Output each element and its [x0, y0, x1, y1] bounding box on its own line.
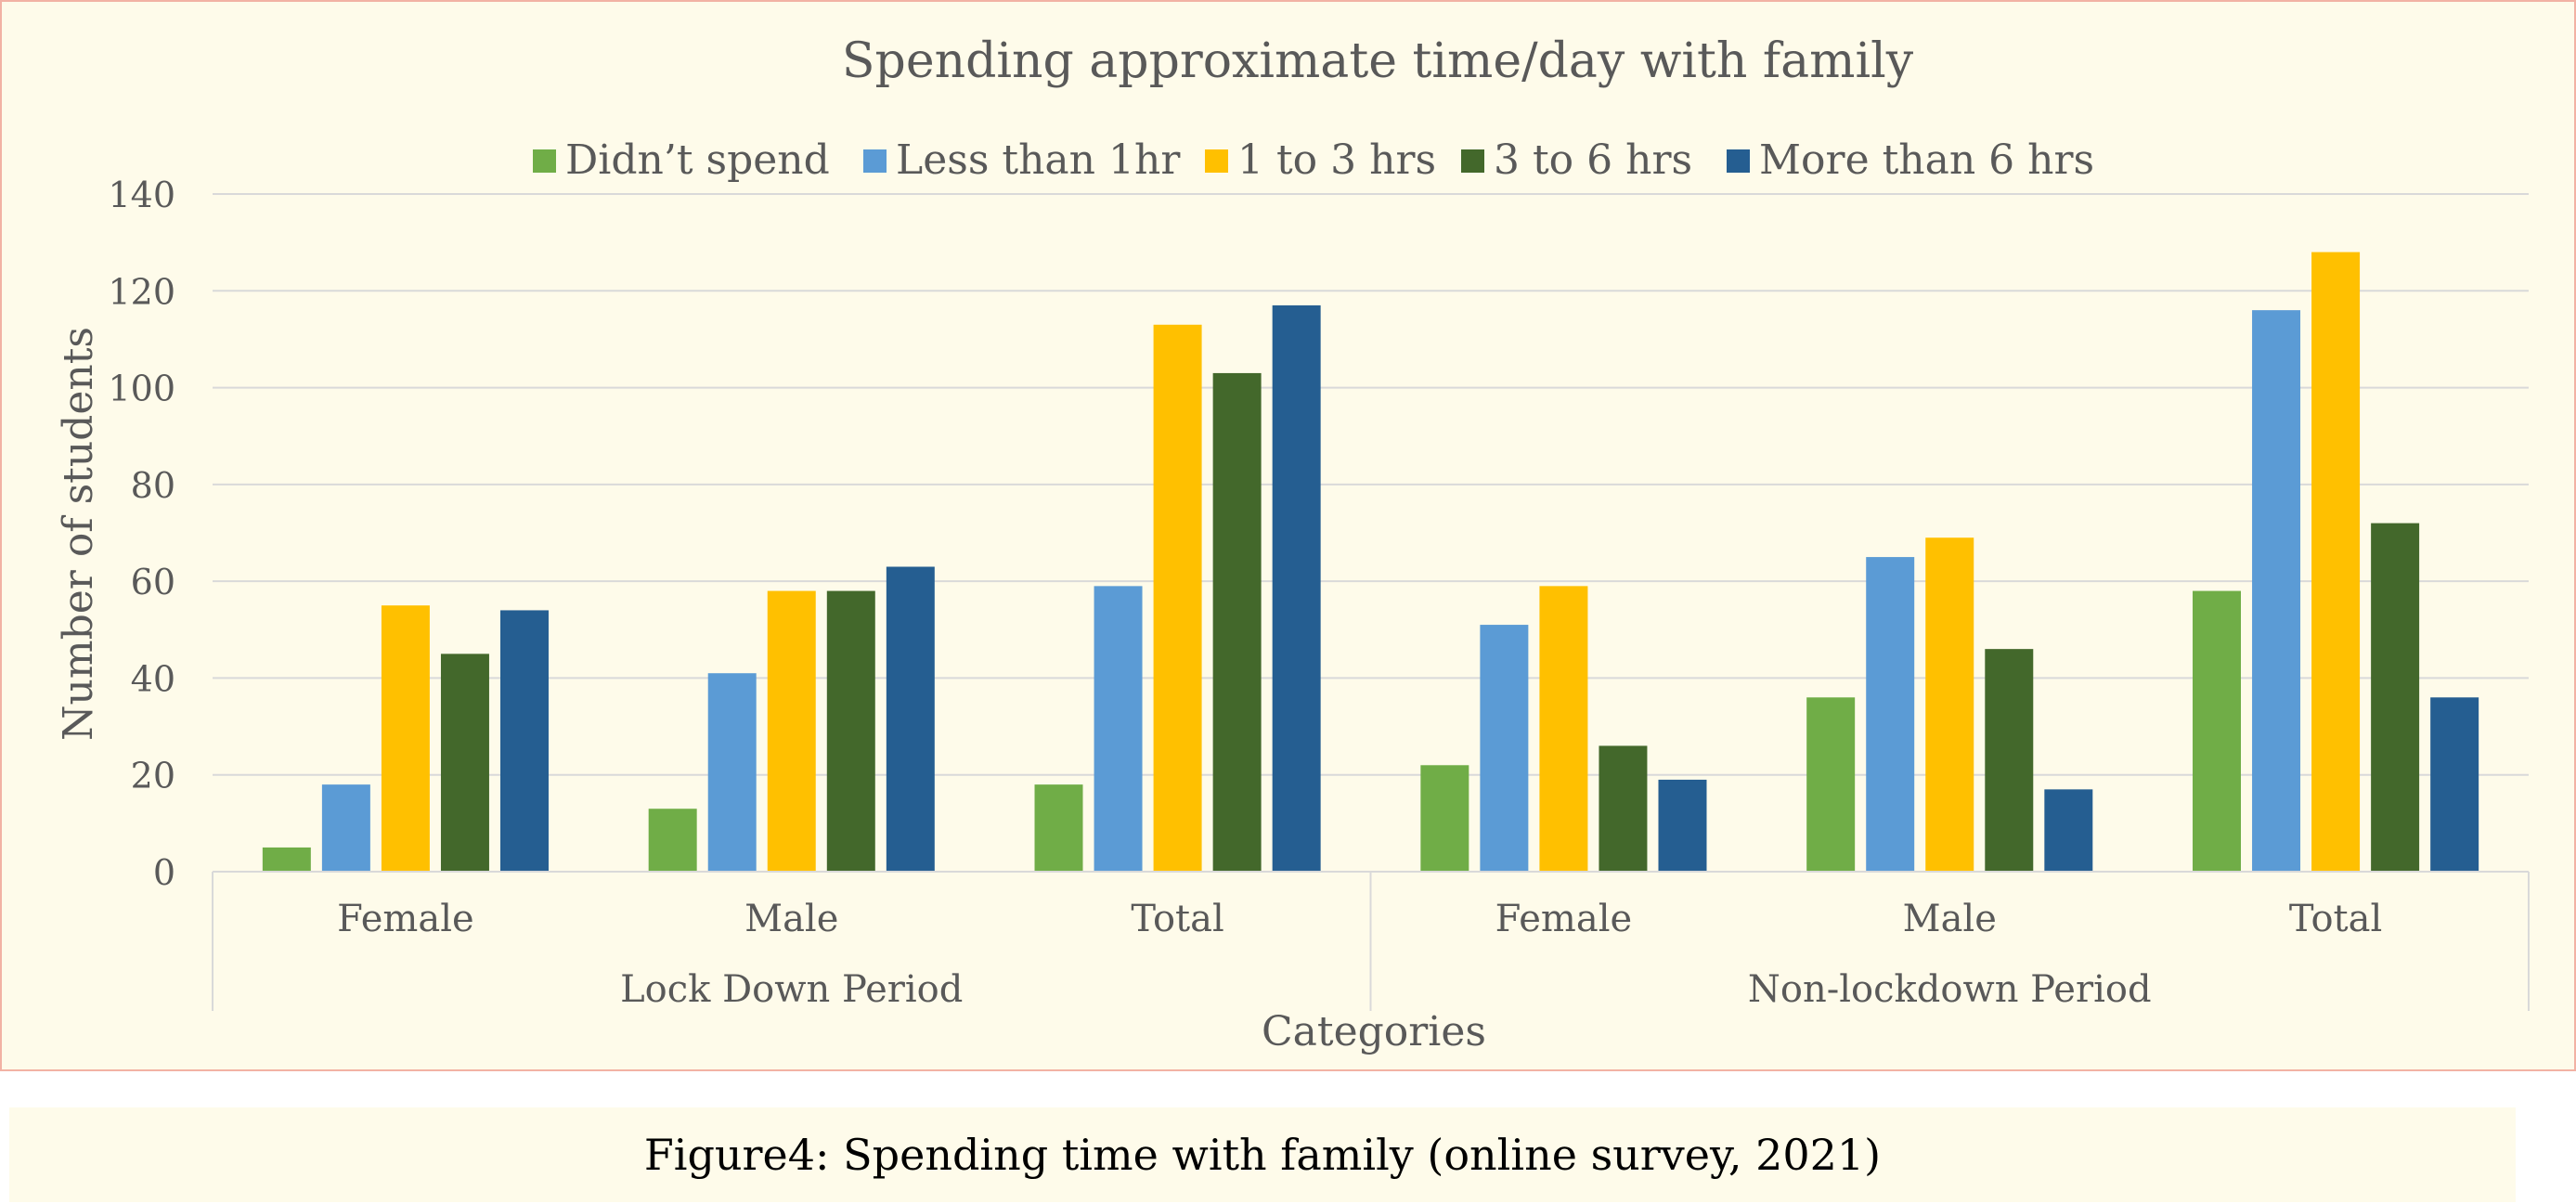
y-tick-label: 80 [131, 465, 175, 506]
bar [2371, 523, 2420, 872]
y-tick-label: 40 [131, 658, 175, 699]
bar [1272, 304, 1321, 872]
legend-item: More than 6 hrs [1727, 136, 2094, 184]
legend-label: 1 to 3 hrs [1237, 136, 1436, 184]
legend-swatch [1727, 149, 1750, 173]
bar [1212, 372, 1262, 872]
bar [1153, 324, 1202, 872]
bar [1480, 625, 1529, 872]
y-tick-label: 120 [108, 271, 175, 312]
bar [500, 610, 549, 872]
y-tick-label: 0 [153, 852, 175, 893]
figure-caption-box: Figure4: Spending time with family (onli… [9, 1107, 2516, 1202]
bar [648, 809, 697, 872]
bar [1866, 557, 1915, 872]
bar [2193, 590, 2241, 872]
legend-swatch [1461, 149, 1484, 173]
y-tick-label: 60 [131, 562, 175, 602]
bar [1925, 537, 1974, 872]
legend-label: More than 6 hrs [1759, 136, 2094, 184]
bar [2311, 252, 2361, 873]
gridlines [213, 193, 2529, 776]
y-axis-label: Number of students [55, 327, 102, 741]
y-tick-label: 100 [108, 369, 175, 409]
legend-swatch [533, 149, 556, 173]
legend-item: 1 to 3 hrs [1205, 136, 1436, 184]
x-axis: Female Male Total Lock Down Period Female Mal… [212, 871, 2530, 1011]
bar [2252, 310, 2301, 873]
bar [1599, 745, 1648, 872]
bar [381, 605, 430, 872]
bar [2430, 697, 2479, 872]
bar [1094, 586, 1143, 872]
x-tick-label: Total [1131, 898, 1223, 940]
x-tick-label: Male [1903, 898, 1997, 940]
legend-swatch [863, 149, 887, 173]
bar-chart: Spending approximate time/day with famil… [55, 33, 2530, 1055]
legend-item: 3 to 6 hrs [1461, 136, 1692, 184]
bars [262, 252, 2479, 873]
x-group-label: Lock Down Period [620, 968, 963, 1011]
x-tick-label: Male [744, 898, 838, 940]
x-tick-label: Total [2289, 898, 2382, 940]
bar [262, 847, 311, 872]
figure-caption: Figure4: Spending time with family (onli… [643, 1130, 1882, 1180]
x-tick-label: Female [1495, 898, 1632, 940]
y-tick-label: 20 [131, 756, 175, 796]
bar [1985, 649, 2034, 872]
bar [767, 590, 816, 872]
legend-label: 3 to 6 hrs [1494, 136, 1692, 184]
x-tick-label: Female [337, 898, 473, 940]
legend-swatch [1205, 149, 1228, 173]
x-group-label: Non-lockdown Period [1748, 968, 2152, 1011]
bar [707, 673, 757, 872]
legend: Didn’t spend Less than 1hr 1 to 3 hrs 3 to … [533, 136, 2094, 184]
legend-label: Didn’t spend [565, 136, 830, 184]
bar [1539, 586, 1588, 872]
bar [886, 566, 935, 872]
x-axis-label: Categories [1262, 1008, 1486, 1055]
legend-label: Less than 1hr [896, 136, 1181, 184]
bar [1658, 779, 1707, 872]
legend-item: Didn’t spend [533, 136, 830, 184]
bar [321, 784, 370, 872]
bar [826, 590, 875, 872]
bar [2044, 789, 2093, 872]
bar [1420, 765, 1469, 872]
y-axis-ticks: 0 20 40 60 80 100 120 140 [108, 175, 175, 893]
bar [1034, 784, 1083, 872]
bar [1806, 697, 1856, 872]
chart-title: Spending approximate time/day with famil… [842, 33, 1914, 89]
legend-item: Less than 1hr [863, 136, 1181, 184]
y-tick-label: 140 [108, 175, 175, 215]
chart-frame: Spending approximate time/day with famil… [0, 0, 2576, 1071]
bar [440, 654, 489, 872]
